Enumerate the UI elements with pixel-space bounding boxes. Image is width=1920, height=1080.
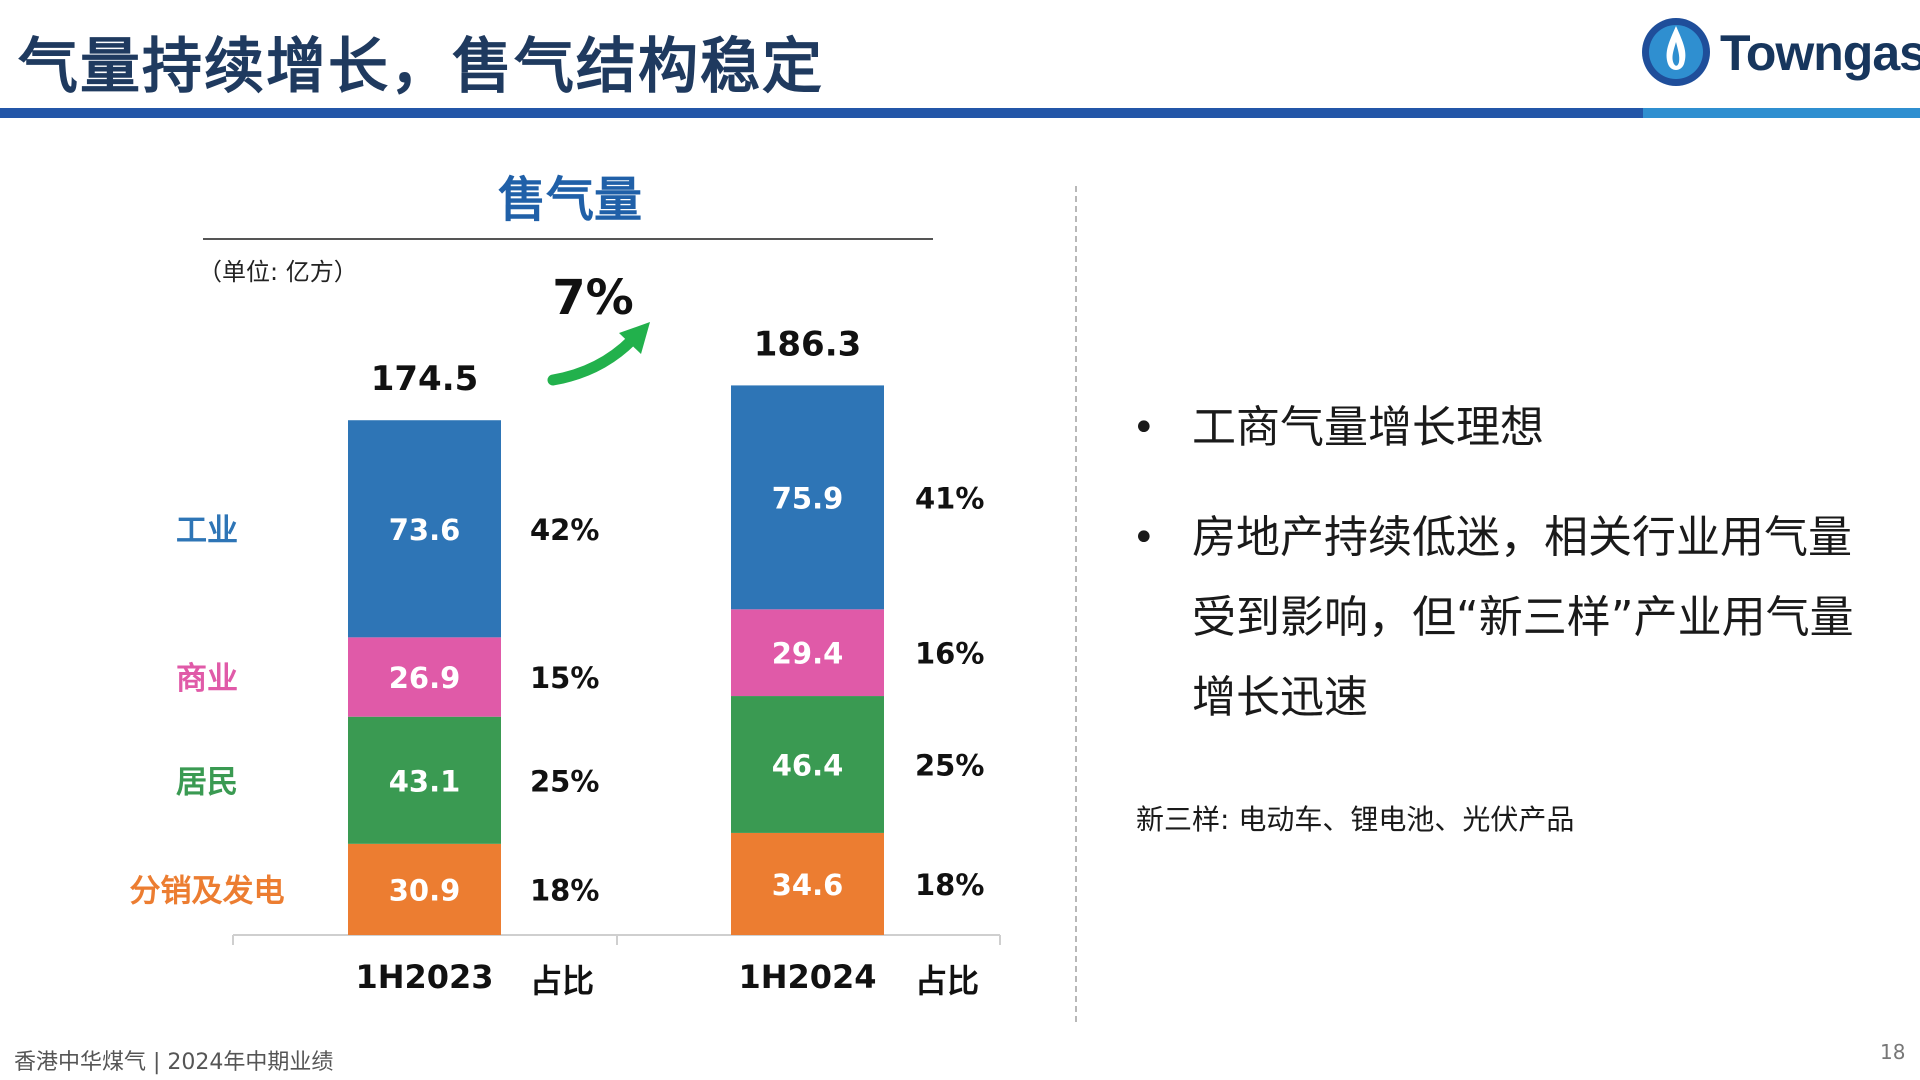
unit-label: （单位: 亿方） bbox=[198, 258, 358, 286]
header-bar-accent bbox=[1643, 108, 1920, 118]
data-label: 43.1 bbox=[389, 764, 461, 798]
bar-segment bbox=[731, 385, 884, 610]
share-label: 15% bbox=[530, 661, 599, 695]
bar-segment bbox=[731, 696, 884, 833]
share-axis-label: 占比 bbox=[915, 962, 979, 1000]
bullet-text: 工商气量增长理想 bbox=[1192, 402, 1544, 453]
bar-segment bbox=[348, 637, 501, 717]
bar-segment bbox=[348, 420, 501, 638]
data-label: 30.9 bbox=[389, 873, 461, 907]
stacked-bar-chart: 售气量 （单位: 亿方） 7% 30.9 18% 43.1 25% 26.9 15% 73.… bbox=[130, 172, 1001, 1000]
bullet-dot-icon: • bbox=[1132, 515, 1156, 561]
data-label: 34.6 bbox=[772, 868, 844, 902]
share-label: 41% bbox=[915, 481, 984, 515]
data-label: 29.4 bbox=[772, 637, 844, 671]
page-title: 气量持续增长，售气结构稳定 bbox=[18, 32, 824, 102]
share-axis-label: 占比 bbox=[530, 962, 594, 1000]
series-label: 商业 bbox=[176, 661, 238, 697]
growth-arrow-icon bbox=[547, 322, 650, 386]
share-label: 25% bbox=[530, 764, 599, 798]
bullet-text: 房地产持续低迷，相关行业用气量受到影响，但“新三样”产业用气量增长迅速 bbox=[1192, 512, 1854, 723]
share-label: 16% bbox=[915, 637, 984, 671]
data-label: 46.4 bbox=[772, 748, 844, 782]
footer-text: 香港中华煤气 | 2024年中期业绩 bbox=[14, 1050, 334, 1075]
x-tick-label: 1H2024 bbox=[738, 958, 876, 996]
bar-segment bbox=[731, 609, 884, 697]
series-label: 工业 bbox=[176, 513, 238, 549]
towngas-logo-icon bbox=[1642, 18, 1710, 86]
series-label: 居民 bbox=[176, 764, 238, 800]
total-label: 174.5 bbox=[371, 359, 479, 399]
share-label: 42% bbox=[530, 513, 599, 547]
share-label: 18% bbox=[530, 873, 599, 907]
x-tick-label: 1H2023 bbox=[355, 958, 493, 996]
header-bar bbox=[0, 108, 1643, 118]
growth-label: 7% bbox=[552, 270, 634, 326]
bar-segment bbox=[348, 843, 501, 935]
vertical-divider bbox=[1075, 186, 1077, 1022]
total-label: 186.3 bbox=[754, 324, 862, 364]
data-label: 73.6 bbox=[389, 513, 461, 547]
bullet-item: • 房地产持续低迷，相关行业用气量受到影响，但“新三样”产业用气量增长迅速 bbox=[1132, 498, 1892, 738]
bar-segment bbox=[348, 716, 501, 844]
bullet-dot-icon: • bbox=[1132, 405, 1156, 451]
series-label: 分销及发电 bbox=[130, 873, 285, 909]
data-label: 75.9 bbox=[772, 481, 844, 515]
share-label: 18% bbox=[915, 868, 984, 902]
bullet-item: • 工商气量增长理想 bbox=[1132, 388, 1892, 468]
footnote: 新三样: 电动车、锂电池、光伏产品 bbox=[1136, 803, 1575, 836]
chart-title: 售气量 bbox=[498, 172, 642, 228]
bar-segment bbox=[731, 832, 884, 935]
page-number: 18 bbox=[1880, 1040, 1906, 1064]
share-label: 25% bbox=[915, 748, 984, 782]
logo-text: Towngas bbox=[1720, 25, 1920, 81]
bullet-list: • 工商气量增长理想 • 房地产持续低迷，相关行业用气量受到影响，但“新三样”产… bbox=[1132, 388, 1892, 768]
data-label: 26.9 bbox=[389, 661, 461, 695]
